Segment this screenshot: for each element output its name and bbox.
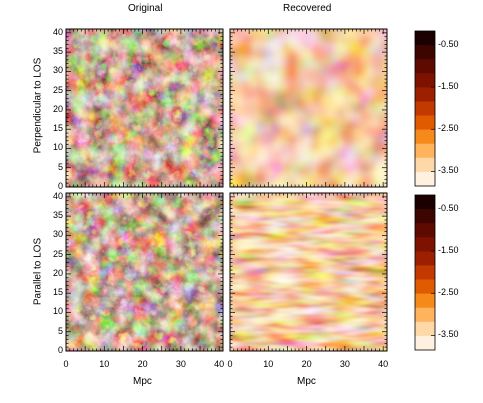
colorbar-tick-label: -2.50 (438, 287, 459, 298)
colorbar-tick-label: -1.50 (438, 81, 459, 92)
panel-par-original (65, 192, 224, 352)
colorbar-swatch (415, 171, 435, 187)
tick-label: 0 (227, 359, 233, 369)
colorbar-swatch (415, 59, 435, 74)
panel-perp-recovered (229, 28, 388, 188)
tick-label: 5 (57, 325, 63, 336)
tick-label: 40 (52, 190, 63, 201)
tick-label: 0 (63, 359, 69, 369)
colorbar-tick-label: -2.50 (438, 123, 459, 134)
colorbar-swatch (415, 101, 435, 117)
row-title-perpendicular: Perpendicular to LOS (32, 57, 44, 154)
colorbar-swatch (415, 307, 435, 323)
colorbar-swatch (415, 209, 435, 224)
colorbar-tick-label: -0.50 (438, 38, 459, 49)
colorbar-frame (414, 30, 436, 187)
tick-label: 40 (378, 359, 389, 369)
tick-label: 20 (52, 267, 63, 278)
axis-ticks (65, 29, 387, 352)
tick-label: 40 (52, 26, 63, 37)
tick-label: 25 (52, 248, 63, 259)
tick-label: 30 (52, 65, 63, 76)
tick-label: 30 (339, 359, 350, 369)
tick-label: 30 (52, 229, 63, 240)
tick-label: 5 (57, 161, 63, 172)
x-axis-label-right: Mpc (297, 376, 316, 387)
tick-label: 20 (52, 103, 63, 114)
tick-label: 10 (52, 142, 63, 153)
tick-label: 10 (263, 359, 274, 369)
tick-label: 20 (301, 359, 312, 369)
column-title-recovered: Recovered (283, 3, 332, 14)
colorbar-swatch (415, 251, 435, 266)
tick-label: 35 (52, 210, 63, 221)
tick-label: 0 (57, 181, 63, 191)
colorbar-tick-label: -3.50 (438, 329, 459, 340)
panel-par-recovered (229, 192, 388, 352)
tick-label: 30 (175, 359, 186, 369)
colorbar-swatch (415, 143, 435, 159)
tick-label: 20 (137, 359, 148, 369)
tick-label: 10 (52, 306, 63, 317)
colorbar-swatch (415, 45, 435, 60)
column-title-original: Original (128, 3, 163, 14)
colorbar-swatch (415, 157, 435, 173)
row-title-parallel: Parallel to LOS (32, 237, 44, 306)
tick-label: 10 (99, 359, 110, 369)
colorbar-swatch (415, 129, 435, 145)
tick-label: 15 (52, 287, 63, 298)
colorbar-swatch (415, 73, 435, 88)
colorbar-swatch (415, 195, 435, 210)
colorbar-swatch (415, 321, 435, 337)
colorbar-swatch (415, 31, 435, 46)
x-axis-label-left: Mpc (133, 376, 152, 387)
colorbar-swatch (415, 335, 435, 351)
colorbars (414, 30, 436, 351)
tick-label: 35 (52, 46, 63, 57)
colorbar-swatch (415, 87, 435, 102)
colorbar-swatch (415, 293, 435, 309)
colorbar-frame (414, 194, 436, 351)
colorbar-tick-label: -3.50 (438, 165, 459, 176)
tick-label: 40 (214, 359, 225, 369)
colorbar-swatch (415, 237, 435, 252)
colorbar-tick-label: -1.50 (438, 245, 459, 256)
colorbar-swatch (415, 115, 435, 131)
colorbar-swatch (415, 265, 435, 281)
tick-label: 25 (52, 84, 63, 95)
colorbar-swatch (415, 279, 435, 295)
tick-label: 0 (57, 345, 63, 355)
panel-perp-original (65, 28, 224, 188)
colorbar-swatch (415, 223, 435, 238)
colorbar-tick-label: -0.50 (438, 202, 459, 213)
tick-label: 15 (52, 123, 63, 134)
